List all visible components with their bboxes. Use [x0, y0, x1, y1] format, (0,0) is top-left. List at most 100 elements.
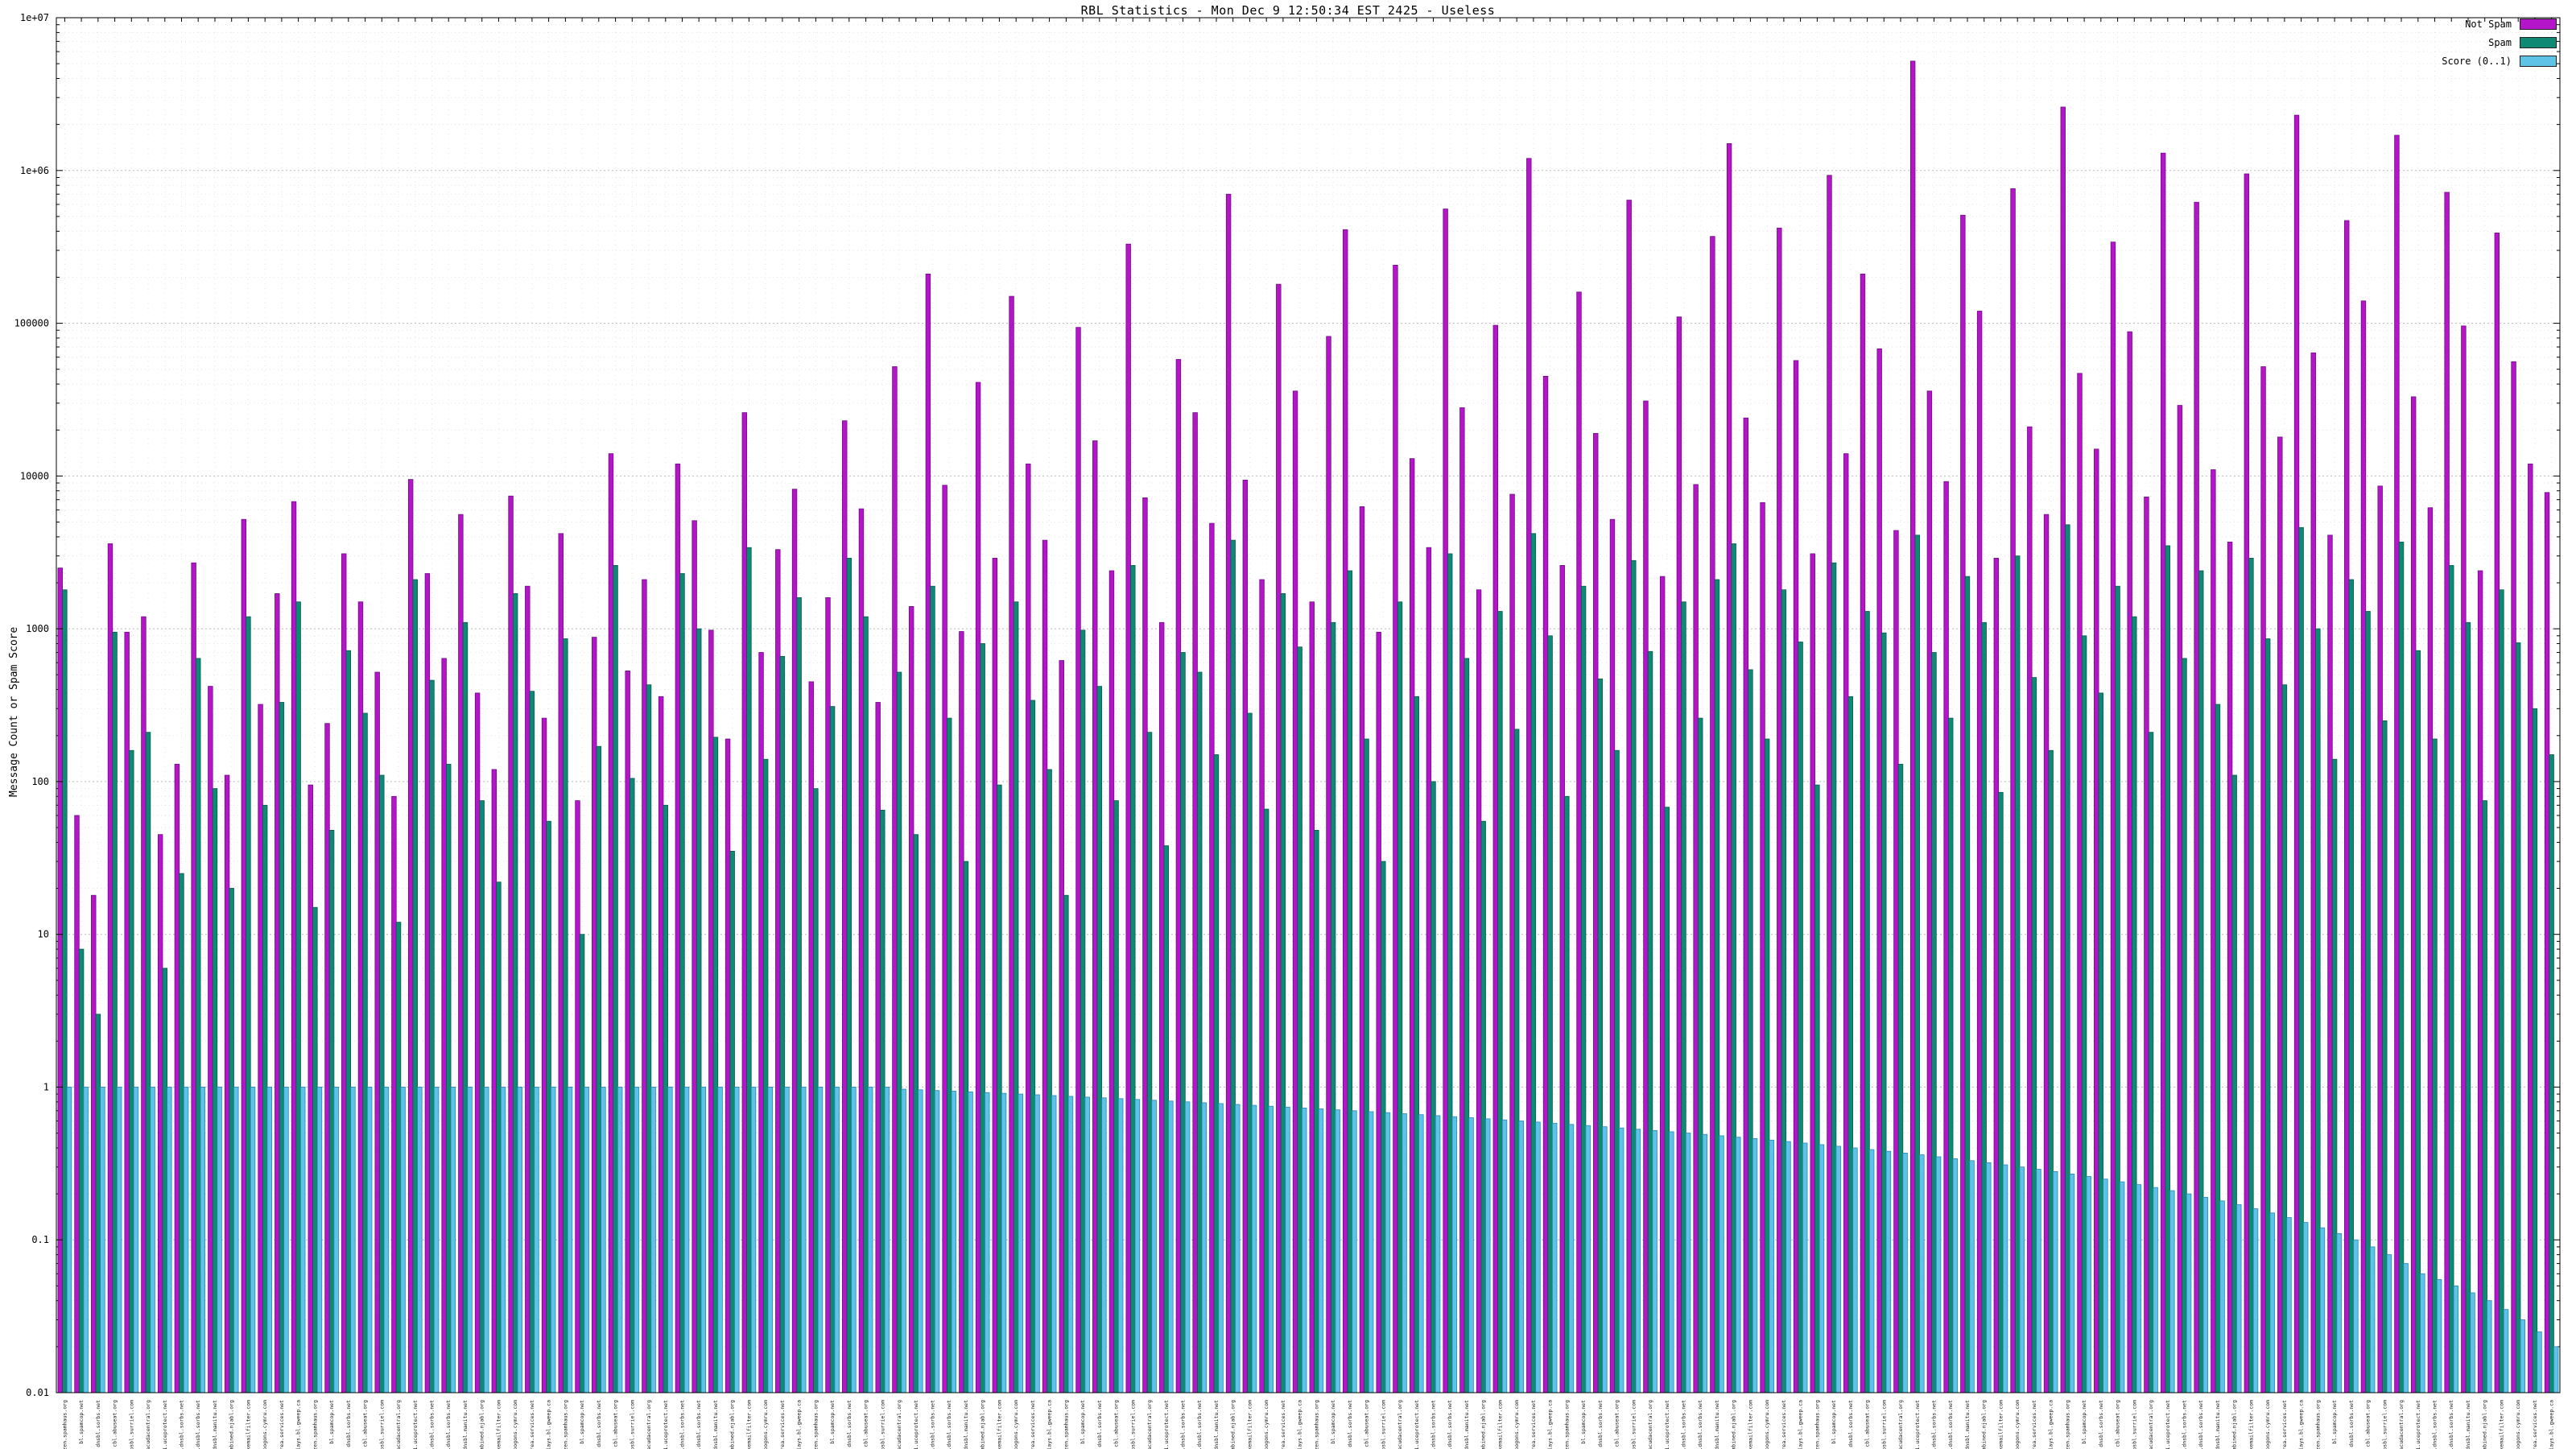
svg-text:combined.njabl.org: combined.njabl.org [2482, 1400, 2488, 1449]
bar-spam [980, 643, 985, 1393]
bar-not-spam [525, 585, 530, 1393]
svg-text:korea.services.net: korea.services.net [1530, 1400, 1537, 1449]
bar-spam [2115, 585, 2120, 1393]
svg-text:ix.dnsbl.manitu.net: ix.dnsbl.manitu.net [1714, 1400, 1720, 1449]
bar-score-0-1- [1268, 1105, 1274, 1393]
bar-spam [1798, 642, 1803, 1393]
bar-score-0-1- [484, 1087, 489, 1393]
svg-text:relays.bl.gweep.ca: relays.bl.gweep.ca [1547, 1400, 1554, 1449]
bar-not-spam [1893, 530, 1899, 1393]
bar-spam [779, 656, 786, 1393]
svg-text:bl.spamcop.net: bl.spamcop.net [2331, 1400, 2338, 1444]
svg-text:spam.dnsbl.sorbs.net: spam.dnsbl.sorbs.net [179, 1400, 185, 1449]
bar-not-spam [842, 420, 848, 1393]
bar-score-0-1- [634, 1087, 640, 1393]
bar-spam [496, 881, 502, 1393]
legend-item-not-spam: Not Spam [2442, 18, 2557, 31]
svg-text:psbl.surriel.com: psbl.surriel.com [1630, 1400, 1637, 1449]
svg-text:dnsbl-1.uceprotect.net: dnsbl-1.uceprotect.net [2415, 1400, 2421, 1449]
svg-text:dnsbl-1.uceprotect.net: dnsbl-1.uceprotect.net [1664, 1400, 1670, 1449]
bar-spam [112, 631, 118, 1393]
svg-text:relays.bl.gweep.ca: relays.bl.gweep.ca [546, 1400, 552, 1449]
svg-text:korea.services.net: korea.services.net [1280, 1400, 1286, 1449]
bar-not-spam [1343, 229, 1348, 1393]
bar-spam [345, 650, 352, 1393]
svg-text:bogons.cymru.com: bogons.cymru.com [512, 1400, 518, 1449]
bar-score-0-1- [2186, 1193, 2192, 1393]
bar-score-0-1- [1652, 1129, 1657, 1393]
svg-text:combined.njabl.org: combined.njabl.org [1230, 1400, 1236, 1449]
bar-spam [246, 616, 251, 1393]
bar-not-spam [141, 616, 147, 1393]
svg-text:bl.spamcop.net: bl.spamcop.net [328, 1400, 335, 1444]
bar-not-spam [675, 463, 681, 1393]
svg-text:ix.dnsbl.manitu.net: ix.dnsbl.manitu.net [1964, 1400, 1971, 1449]
bar-spam [1731, 543, 1736, 1393]
bar-not-spam [2494, 232, 2500, 1393]
svg-text:spam.dnsbl.sorbs.net: spam.dnsbl.sorbs.net [679, 1400, 686, 1449]
bar-not-spam [341, 553, 347, 1393]
svg-text:korea.services.net: korea.services.net [2532, 1400, 2538, 1449]
bar-not-spam [2310, 352, 2316, 1393]
svg-text:korea.services.net: korea.services.net [779, 1400, 786, 1449]
bar-not-spam [691, 520, 697, 1393]
bar-not-spam [1242, 480, 1249, 1393]
svg-text:bl.spamcop.net: bl.spamcop.net [1330, 1400, 1336, 1444]
bar-not-spam [157, 834, 163, 1393]
svg-text:cbl.abuseat.org: cbl.abuseat.org [2115, 1400, 2121, 1447]
svg-text:hostkarma.junkemailfilter.com: hostkarma.junkemailfilter.com [1246, 1400, 1253, 1449]
svg-text:ix.dnsbl.manitu.net: ix.dnsbl.manitu.net [963, 1400, 969, 1449]
bar-not-spam [1609, 518, 1616, 1393]
svg-text:zen.spamhaus.org: zen.spamhaus.org [312, 1400, 318, 1449]
bar-not-spam [258, 704, 263, 1393]
bar-spam [2048, 749, 2054, 1393]
bar-score-0-1- [2053, 1171, 2058, 1393]
svg-text:hostkarma.junkemailfilter.com: hostkarma.junkemailfilter.com [1747, 1400, 1753, 1449]
bar-spam [1263, 808, 1269, 1393]
bar-score-0-1- [517, 1087, 522, 1393]
bar-spam [1881, 632, 1887, 1393]
bar-score-0-1- [767, 1087, 773, 1393]
svg-text:dnsbl-1.uceprotect.net: dnsbl-1.uceprotect.net [2165, 1400, 2171, 1449]
bar-spam [796, 597, 802, 1393]
svg-text:relays.bl.gweep.ca: relays.bl.gweep.ca [1297, 1400, 1303, 1449]
svg-text:spam.dnsbl.sorbs.net: spam.dnsbl.sorbs.net [429, 1400, 436, 1449]
svg-text:b.barracudacentral.org: b.barracudacentral.org [1397, 1400, 1403, 1449]
bar-not-spam [2511, 361, 2516, 1393]
bar-not-spam [391, 795, 397, 1393]
bar-score-0-1- [1868, 1149, 1875, 1393]
bar-score-0-1- [534, 1087, 539, 1393]
bar-spam [1547, 635, 1553, 1393]
bar-spam [2315, 628, 2321, 1393]
legend-label-not-spam: Not Spam [2465, 19, 2512, 30]
bar-score-0-1- [2520, 1319, 2525, 1393]
svg-text:spam.dnsbl.sorbs.net: spam.dnsbl.sorbs.net [1681, 1400, 1687, 1449]
bar-score-0-1- [1585, 1125, 1591, 1393]
svg-text:dul.dnsbl.sorbs.net: dul.dnsbl.sorbs.net [1697, 1400, 1703, 1449]
bar-not-spam [1359, 506, 1365, 1393]
bar-not-spam [1793, 360, 1799, 1393]
bar-spam [712, 737, 719, 1393]
bar-spam [279, 702, 285, 1393]
legend-item-score: Score (0..1) [2442, 55, 2557, 68]
bar-not-spam [2477, 570, 2483, 1393]
bar-score-0-1- [901, 1088, 906, 1393]
bar-spam [1314, 830, 1319, 1393]
bar-spam [829, 706, 836, 1393]
bar-score-0-1- [1535, 1121, 1541, 1393]
bar-not-spam [291, 501, 297, 1393]
svg-text:relays.bl.gweep.ca: relays.bl.gweep.ca [295, 1400, 302, 1449]
bar-spam [1013, 601, 1019, 1393]
svg-text:cbl.abuseat.org: cbl.abuseat.org [1614, 1400, 1620, 1447]
bar-score-0-1- [83, 1087, 89, 1393]
bar-not-spam [942, 485, 947, 1393]
bar-spam [2182, 658, 2187, 1393]
bar-score-0-1- [1134, 1099, 1141, 1393]
svg-text:bogons.cymru.com: bogons.cymru.com [762, 1400, 769, 1449]
svg-text:combined.njabl.org: combined.njabl.org [229, 1400, 235, 1449]
bar-not-spam [1393, 264, 1398, 1393]
svg-text:100: 100 [31, 776, 49, 787]
svg-text:ix.dnsbl.manitu.net: ix.dnsbl.manitu.net [1213, 1400, 1220, 1449]
bar-score-0-1- [918, 1089, 923, 1393]
bar-not-spam [1777, 227, 1782, 1393]
